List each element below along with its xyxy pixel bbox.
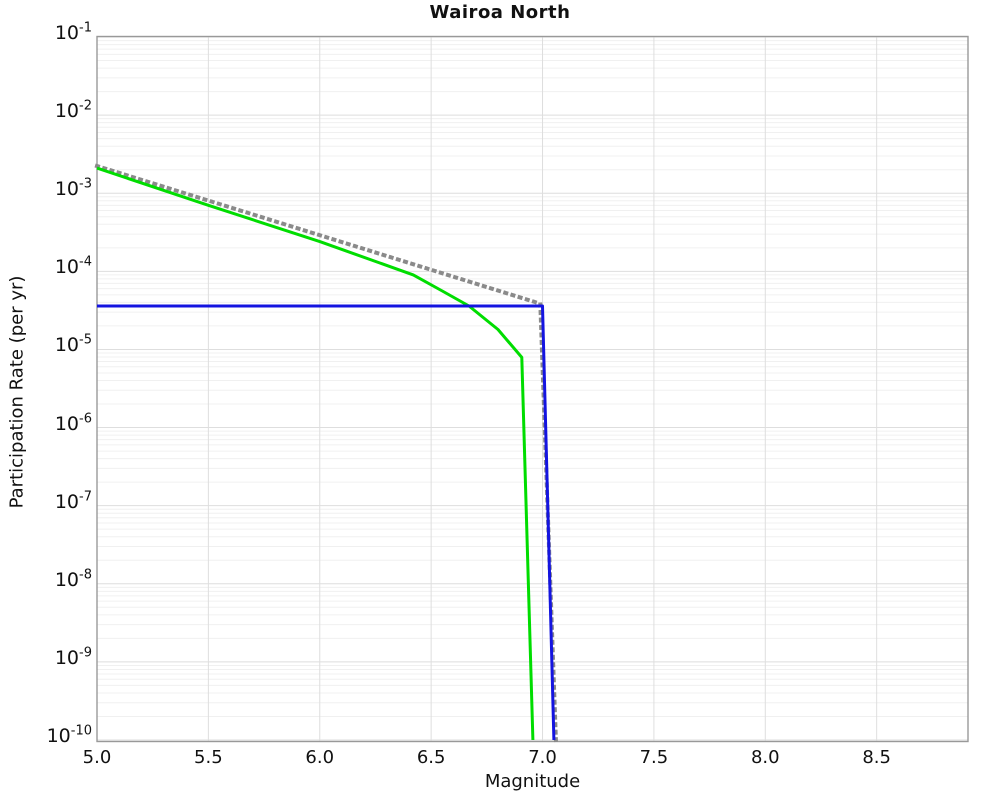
y-tick-base: 10 [46, 725, 71, 747]
y-tick-base: 10 [54, 568, 80, 591]
y-tick-label: 10-8 [0, 567, 92, 591]
y-tick-base: 10 [54, 22, 80, 44]
y-tick-label: 10-9 [0, 645, 92, 669]
series-gray-dotted-gutenberg-richter [94, 163, 558, 743]
y-tick-base: 10 [54, 100, 80, 123]
y-tick-label: 10-1 [0, 20, 92, 44]
y-tick-exponent: -3 [79, 176, 92, 192]
chart-title: Wairoa North [429, 2, 571, 23]
y-tick-label: 10-3 [0, 176, 92, 201]
y-axis-label: Participation Rate (per yr) [6, 275, 28, 509]
y-tick-exponent: -1 [79, 20, 92, 36]
plot-border [96, 35, 969, 743]
y-tick-exponent: -9 [79, 645, 92, 661]
y-tick-exponent: -8 [79, 567, 92, 583]
x-tick-label: 5.5 [194, 747, 223, 768]
series-blue-solid-characteristic [97, 304, 556, 741]
x-tick-label: 6.0 [305, 747, 335, 768]
y-tick-label: 10-2 [0, 98, 92, 123]
y-tick-base: 10 [54, 412, 80, 435]
y-tick-exponent: -5 [79, 333, 92, 349]
y-tick-exponent: -10 [70, 723, 92, 739]
y-tick-label: 10-7 [0, 489, 92, 513]
y-tick-base: 10 [54, 490, 80, 513]
x-axis-label: Magnitude [484, 771, 581, 792]
y-tick-base: 10 [54, 646, 80, 669]
y-tick-exponent: -4 [79, 255, 92, 270]
y-tick-label: 10-4 [0, 255, 92, 279]
y-tick-exponent: -7 [79, 489, 92, 505]
x-tick-label: 8.5 [862, 747, 891, 768]
y-tick-label: 10-6 [0, 411, 92, 435]
x-tick-label: 7.0 [528, 747, 557, 768]
x-tick-label: 6.5 [416, 747, 446, 768]
y-tick-base: 10 [54, 256, 80, 279]
y-tick-label: 10-10 [0, 723, 92, 747]
y-tick-base: 10 [54, 178, 80, 201]
x-tick-label: 5.0 [82, 747, 112, 768]
y-tick-base: 10 [54, 334, 80, 357]
x-tick-label: 8.0 [750, 747, 780, 768]
series-green-solid-curve [96, 166, 535, 741]
y-tick-label: 10-5 [0, 333, 92, 357]
y-tick-exponent: -2 [79, 98, 92, 114]
y-tick-exponent: -6 [79, 411, 92, 427]
x-tick-label: 7.5 [639, 747, 669, 768]
